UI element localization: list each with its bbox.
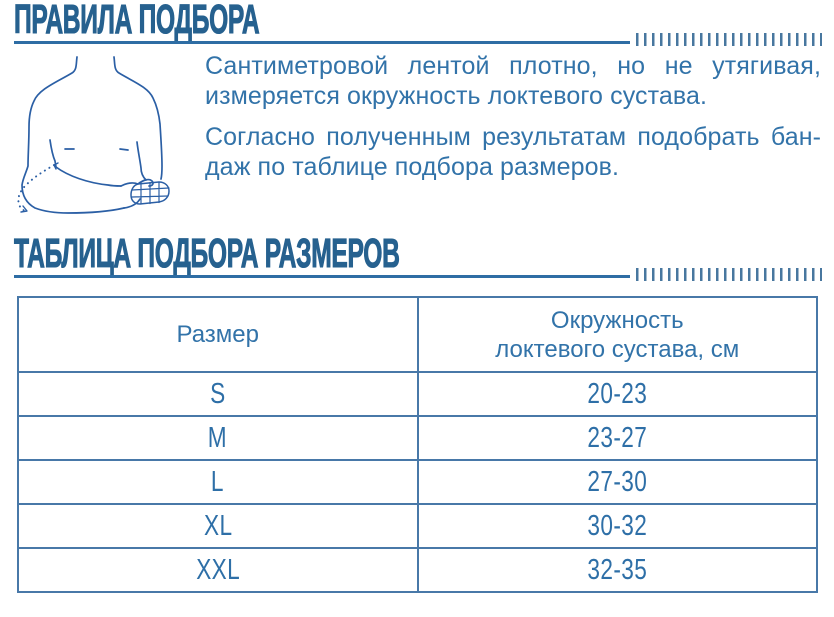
instructions: Сантиметровой лентой плотно, но не утяги… xyxy=(205,51,821,193)
size-cell: L xyxy=(17,459,419,505)
table-row: L 27-30 xyxy=(17,459,818,505)
title-underline xyxy=(14,275,630,278)
instruction-paragraph-2: Согласно полученным результатам подобрат… xyxy=(205,123,821,181)
measuring-tape-dotted-line xyxy=(17,164,55,212)
hand-palm xyxy=(123,198,141,209)
table-header-row: Размер Окружность локтевого сустава, см xyxy=(17,296,818,373)
circumference-column-header: Окружность локтевого сустава, см xyxy=(416,296,818,373)
size-table: Размер Окружность локтевого сустава, см … xyxy=(17,296,818,593)
size-cell: S xyxy=(17,371,419,417)
size-cell: XL xyxy=(17,503,419,549)
section-title-size-table-text: ТАБЛИЦА ПОДБОРА РАЗМЕРОВ xyxy=(14,230,401,276)
chest-dash-right xyxy=(119,148,129,151)
circumference-cell: 27-30 xyxy=(416,459,818,505)
torso-left-and-forearm-outline xyxy=(21,56,125,214)
size-column-header: Размер xyxy=(17,296,419,373)
measuring-line-arrow-start xyxy=(53,162,59,170)
circumference-cell: 20-23 xyxy=(416,371,818,417)
elbow-measurement-illustration xyxy=(17,56,170,214)
table-row: XL 30-32 xyxy=(17,503,818,549)
table-row: XXL 32-35 xyxy=(17,547,818,593)
section-title-rules-text: ПРАВИЛА ПОДБОРА xyxy=(14,0,260,42)
circumference-cell: 32-35 xyxy=(416,547,818,593)
table-row: M 23-27 xyxy=(17,415,818,461)
circumference-cell: 30-32 xyxy=(416,503,818,549)
fingers-grid xyxy=(131,181,170,205)
size-cell: M xyxy=(17,415,419,461)
hand-thumb xyxy=(120,178,154,187)
instruction-paragraph-1: Сантиметровой лентой плотно, но не утяги… xyxy=(205,52,821,110)
measuring-line-arrow-end xyxy=(20,205,28,213)
armpit-line xyxy=(49,139,57,168)
tick-marks-decoration xyxy=(636,268,822,281)
hanging-arm-line xyxy=(136,141,147,181)
table-row: S 20-23 xyxy=(17,371,818,417)
section-title-rules: ПРАВИЛА ПОДБОРА xyxy=(14,0,423,42)
size-cell: XXL xyxy=(17,547,419,593)
forearm-top-edge xyxy=(55,166,122,187)
section-title-size-table: ТАБЛИЦА ПОДБОРА РАЗМЕРОВ xyxy=(14,230,657,276)
torso-right-outline xyxy=(113,56,163,180)
title-underline xyxy=(14,41,630,44)
tick-marks-decoration xyxy=(636,33,822,46)
circumference-cell: 23-27 xyxy=(416,415,818,461)
